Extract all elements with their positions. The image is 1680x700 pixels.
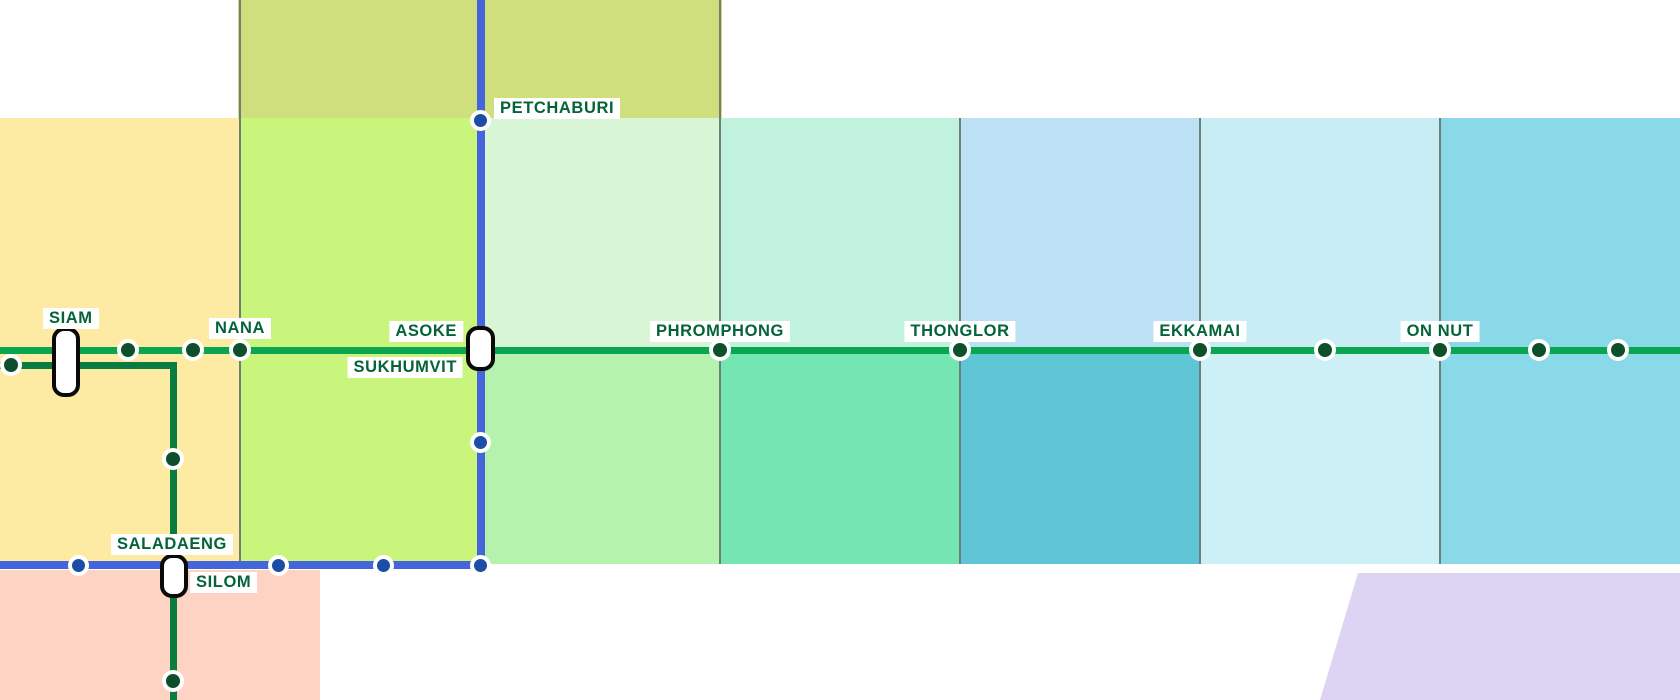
district-cyan — [1440, 118, 1680, 564]
interchange-siam[interactable] — [52, 327, 80, 397]
district-teal-lower — [960, 351, 1200, 564]
station-dot-st-6[interactable] — [1528, 339, 1550, 361]
district-mint-lower — [720, 351, 960, 564]
sukhumvit-line-segment — [0, 347, 1680, 354]
station-label-asoke-sukhumvit[interactable]: SUKHUMVIT — [347, 357, 463, 379]
station-label-saladaeng-silom[interactable]: SALADAENG — [111, 534, 233, 556]
station-label-petchaburi[interactable]: PETCHABURI — [494, 98, 621, 120]
station-dot-st-10[interactable] — [67, 554, 89, 576]
station-dot-st-5[interactable] — [1314, 339, 1336, 361]
district-light-blue-upper — [960, 118, 1200, 351]
interchange-saladaeng-silom[interactable] — [160, 554, 188, 598]
district-separator — [239, 0, 241, 564]
station-dot-st-8[interactable] — [162, 448, 184, 470]
station-label-asoke-sukhumvit[interactable]: ASOKE — [389, 321, 463, 343]
blue-line-segment — [0, 561, 485, 569]
station-dot-st-12[interactable] — [372, 554, 394, 576]
station-dot-nana[interactable] — [229, 339, 251, 361]
station-label-on-nut[interactable]: ON NUT — [1400, 321, 1480, 343]
blue-line-segment — [477, 0, 485, 566]
station-dot-st-1[interactable] — [0, 354, 22, 376]
district-pale-mint-upper — [720, 118, 960, 351]
district-pink — [0, 570, 320, 700]
district-separator — [719, 0, 721, 564]
station-label-phromphong[interactable]: PHROMPHONG — [650, 321, 790, 343]
district-pale-green-upper — [480, 118, 720, 351]
silom-line-segment — [170, 362, 177, 700]
station-dot-st-2[interactable] — [117, 339, 139, 361]
station-dot-st-11[interactable] — [267, 554, 289, 576]
station-dot-st-4[interactable] — [469, 431, 491, 453]
district-pale-cyan-lower — [1200, 351, 1440, 564]
station-dot-st-7[interactable] — [1607, 339, 1629, 361]
interchange-asoke-sukhumvit[interactable] — [466, 326, 495, 371]
station-label-nana[interactable]: NANA — [208, 318, 272, 340]
station-label-siam[interactable]: SIAM — [43, 308, 99, 330]
station-dot-st-13[interactable] — [469, 554, 491, 576]
station-label-thonglor[interactable]: THONGLOR — [904, 321, 1016, 343]
district-purple — [1320, 573, 1680, 700]
station-label-saladaeng-silom[interactable]: SILOM — [190, 572, 258, 594]
station-label-ekkamai[interactable]: EKKAMAI — [1153, 321, 1247, 343]
station-dot-st-9[interactable] — [162, 670, 184, 692]
district-pale-cyan-upper — [1200, 118, 1440, 351]
station-dot-st-3[interactable] — [182, 339, 204, 361]
district-light-green-lower — [480, 351, 720, 564]
silom-line-segment — [0, 362, 177, 369]
station-dot-petchaburi[interactable] — [469, 109, 491, 131]
